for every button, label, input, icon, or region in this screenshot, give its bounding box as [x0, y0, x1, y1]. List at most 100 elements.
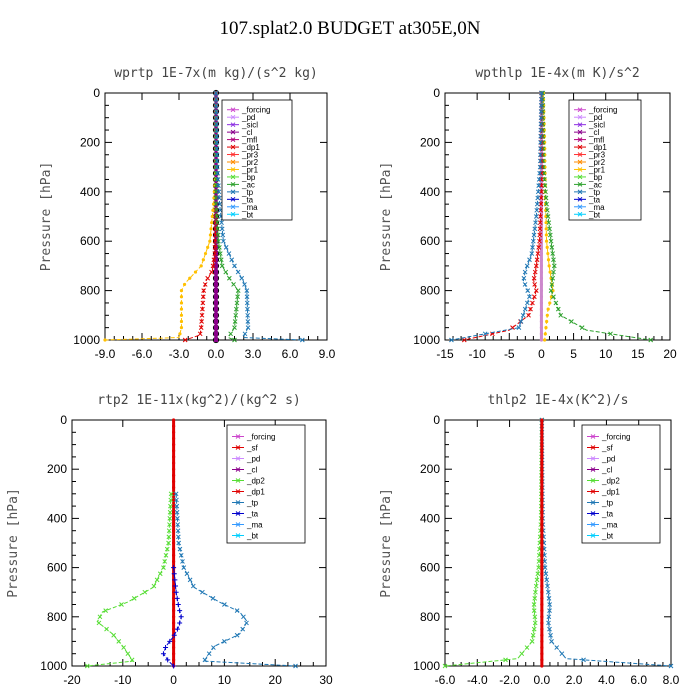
- series-marker: [531, 275, 537, 281]
- series-marker: [530, 300, 535, 306]
- y-tick-label: 600: [420, 561, 440, 575]
- legend-marker: [577, 204, 583, 210]
- series-marker: [538, 102, 544, 108]
- legend-entry: _forcing: [246, 433, 275, 442]
- y-axis-label: Pressure [hPa]: [39, 162, 54, 272]
- x-tick-label: -6.0: [435, 673, 456, 687]
- series-marker: [216, 238, 221, 244]
- figure-title: 107.splat2.0 BUDGET at305E,0N: [219, 18, 481, 39]
- legend-marker: [235, 445, 241, 450]
- x-tick-label: 0.0: [534, 673, 551, 687]
- series-marker: [172, 627, 176, 631]
- series-marker: [172, 498, 176, 502]
- series-marker: [544, 207, 550, 213]
- series-marker: [548, 301, 552, 305]
- y-tick-label: 600: [420, 234, 440, 248]
- series-marker: [214, 152, 220, 158]
- legend-entry: _sicl: [588, 121, 605, 130]
- legend-entry: _pr1: [588, 165, 606, 174]
- legend-entry: _pd: [246, 455, 260, 464]
- series-marker: [190, 583, 196, 589]
- series-marker: [220, 232, 226, 238]
- series-marker: [548, 632, 553, 638]
- series-marker: [540, 486, 544, 490]
- legend-marker: [230, 144, 236, 150]
- series-marker: [531, 626, 537, 632]
- series-marker: [527, 257, 532, 263]
- y-tick-label: 1000: [73, 333, 100, 347]
- series-marker: [214, 214, 220, 219]
- series-marker: [214, 251, 218, 256]
- series-marker: [544, 239, 549, 243]
- series-marker: [232, 263, 237, 269]
- series-marker: [540, 535, 544, 539]
- series-marker: [539, 289, 544, 293]
- legend-entry: _tp: [241, 188, 254, 197]
- series-marker: [172, 621, 176, 625]
- series-marker: [199, 264, 203, 268]
- series-marker: [537, 220, 543, 226]
- series-marker: [203, 251, 208, 256]
- series-marker: [569, 319, 574, 324]
- series-marker: [555, 306, 561, 312]
- series-marker: [219, 263, 225, 269]
- legend-marker: [235, 511, 241, 516]
- series-marker: [549, 245, 555, 250]
- series-marker: [187, 577, 193, 583]
- legend-marker: [230, 137, 236, 142]
- y-tick-label: 1000: [40, 659, 67, 673]
- x-tick-label: -3.0: [169, 347, 190, 361]
- series-marker: [242, 282, 247, 287]
- series-marker: [151, 583, 157, 589]
- x-tick-label: 4.0: [598, 673, 615, 687]
- series-marker: [223, 245, 229, 250]
- series-marker: [172, 547, 176, 551]
- series-marker: [199, 319, 204, 324]
- x-tick-label: 10: [599, 347, 613, 361]
- y-tick-label: 200: [420, 135, 440, 149]
- series-marker: [199, 312, 205, 318]
- series-marker: [559, 651, 565, 657]
- series-marker: [534, 207, 540, 213]
- y-tick-label: 200: [47, 462, 67, 476]
- series-marker: [197, 331, 203, 337]
- y-axis-label: Pressure [hPa]: [6, 488, 21, 598]
- series-marker: [208, 239, 212, 243]
- series-marker: [200, 300, 206, 306]
- legend: _forcing_pd_sicl_cl_mfl_dp1_pr3_pr2_pr1_…: [568, 99, 642, 221]
- legend-marker: [230, 211, 236, 217]
- legend-entry: _cl: [588, 128, 599, 137]
- y-axis-label: Pressure [hPa]: [379, 488, 394, 598]
- series-marker: [542, 559, 548, 564]
- series-marker: [226, 251, 232, 256]
- series-marker: [539, 276, 544, 280]
- series-marker: [214, 313, 218, 318]
- series-marker: [608, 331, 613, 337]
- series-marker: [540, 449, 544, 453]
- legend-entry: _ta: [246, 510, 259, 519]
- series-marker: [222, 602, 227, 607]
- x-tick-label: 6.0: [282, 347, 299, 361]
- series-marker: [540, 553, 544, 557]
- series-marker: [168, 491, 174, 497]
- series-marker: [545, 245, 549, 249]
- series-marker: [546, 258, 551, 262]
- series-marker: [233, 306, 239, 312]
- series-marker: [530, 238, 536, 244]
- series-marker: [540, 498, 544, 502]
- series-marker: [533, 214, 539, 219]
- legend-marker: [235, 467, 241, 472]
- series-marker: [211, 208, 215, 212]
- series-marker: [540, 424, 544, 428]
- legend-marker: [577, 122, 583, 128]
- series-marker: [213, 90, 219, 96]
- series-marker: [214, 121, 219, 127]
- series-marker: [537, 226, 543, 232]
- series-marker: [177, 546, 183, 552]
- series-marker: [234, 608, 240, 614]
- legend-marker: [577, 189, 583, 195]
- series-marker: [545, 313, 549, 317]
- series-marker: [539, 270, 544, 274]
- series-marker: [540, 529, 544, 533]
- series-marker: [530, 245, 535, 250]
